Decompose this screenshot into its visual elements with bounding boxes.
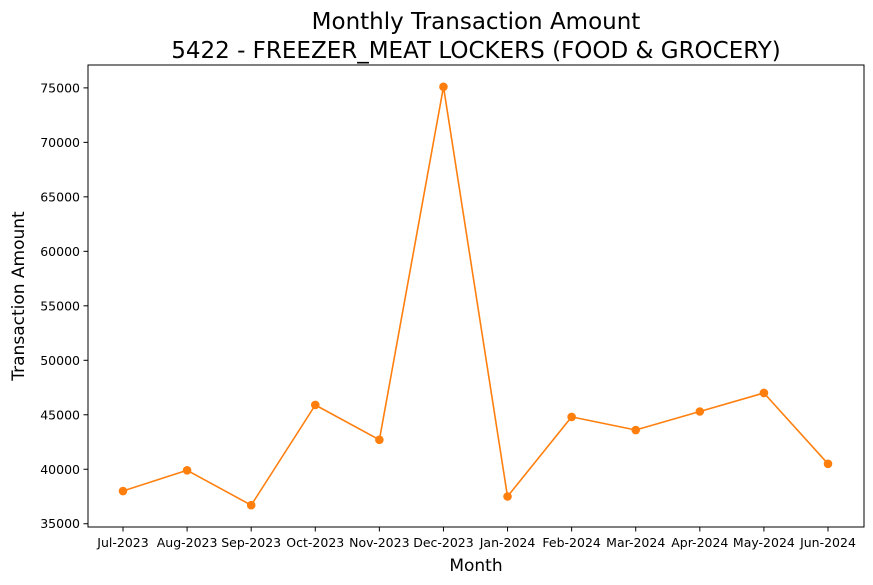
- x-tick-label: Mar-2024: [606, 535, 665, 550]
- chart-title: Monthly Transaction Amount: [312, 9, 641, 35]
- x-tick-label: Jul-2023: [96, 535, 148, 550]
- x-axis-label: Month: [449, 556, 502, 576]
- y-tick-label: 65000: [40, 189, 80, 204]
- x-tick-label: Jun-2024: [799, 535, 856, 550]
- x-tick-label: Apr-2024: [671, 535, 728, 550]
- x-tick-label: Nov-2023: [349, 535, 409, 550]
- x-tick-label: Feb-2024: [542, 535, 601, 550]
- x-tick-label: Sep-2023: [221, 535, 281, 550]
- x-tick-label: Oct-2023: [286, 535, 344, 550]
- y-tick-label: 50000: [40, 353, 80, 368]
- data-point: [503, 492, 512, 501]
- data-point: [375, 435, 384, 445]
- data-point: [182, 466, 192, 475]
- x-tick-label: Aug-2023: [157, 535, 218, 550]
- y-axis-label: Transaction Amount: [9, 211, 29, 382]
- x-axis: Jul-2023 Aug-2023 Sep-2023 Oct-2023 Nov-2023…: [96, 527, 856, 550]
- data-point: [118, 486, 128, 496]
- data-point: [695, 407, 705, 416]
- chart-subtitle: 5422 - FREEZER_MEAT LOCKERS (FOOD & GROC…: [171, 38, 781, 64]
- data-point: [567, 412, 576, 422]
- x-tick-label: May-2024: [733, 535, 795, 550]
- series-line: [122, 86, 829, 507]
- x-tick-label: Dec-2023: [413, 535, 474, 550]
- plot-area-frame: [87, 64, 865, 528]
- y-axis: 35000 40000 45000 50000 55000 60000 65000 70000…: [40, 80, 88, 531]
- data-point: [631, 425, 641, 435]
- data-point: [310, 400, 320, 410]
- y-tick-label: 40000: [40, 462, 80, 477]
- y-tick-label: 75000: [40, 80, 80, 95]
- x-tick-label: Jan-2024: [479, 535, 536, 550]
- data-point: [759, 388, 769, 398]
- y-tick-label: 55000: [40, 298, 80, 313]
- series-layer: [118, 82, 833, 510]
- y-tick-label: 60000: [40, 244, 80, 259]
- data-point: [823, 459, 833, 469]
- y-tick-label: 35000: [40, 516, 80, 531]
- data-point: [246, 500, 256, 510]
- y-tick-label: 70000: [40, 135, 80, 150]
- data-point: [439, 82, 448, 92]
- y-tick-label: 45000: [40, 407, 80, 422]
